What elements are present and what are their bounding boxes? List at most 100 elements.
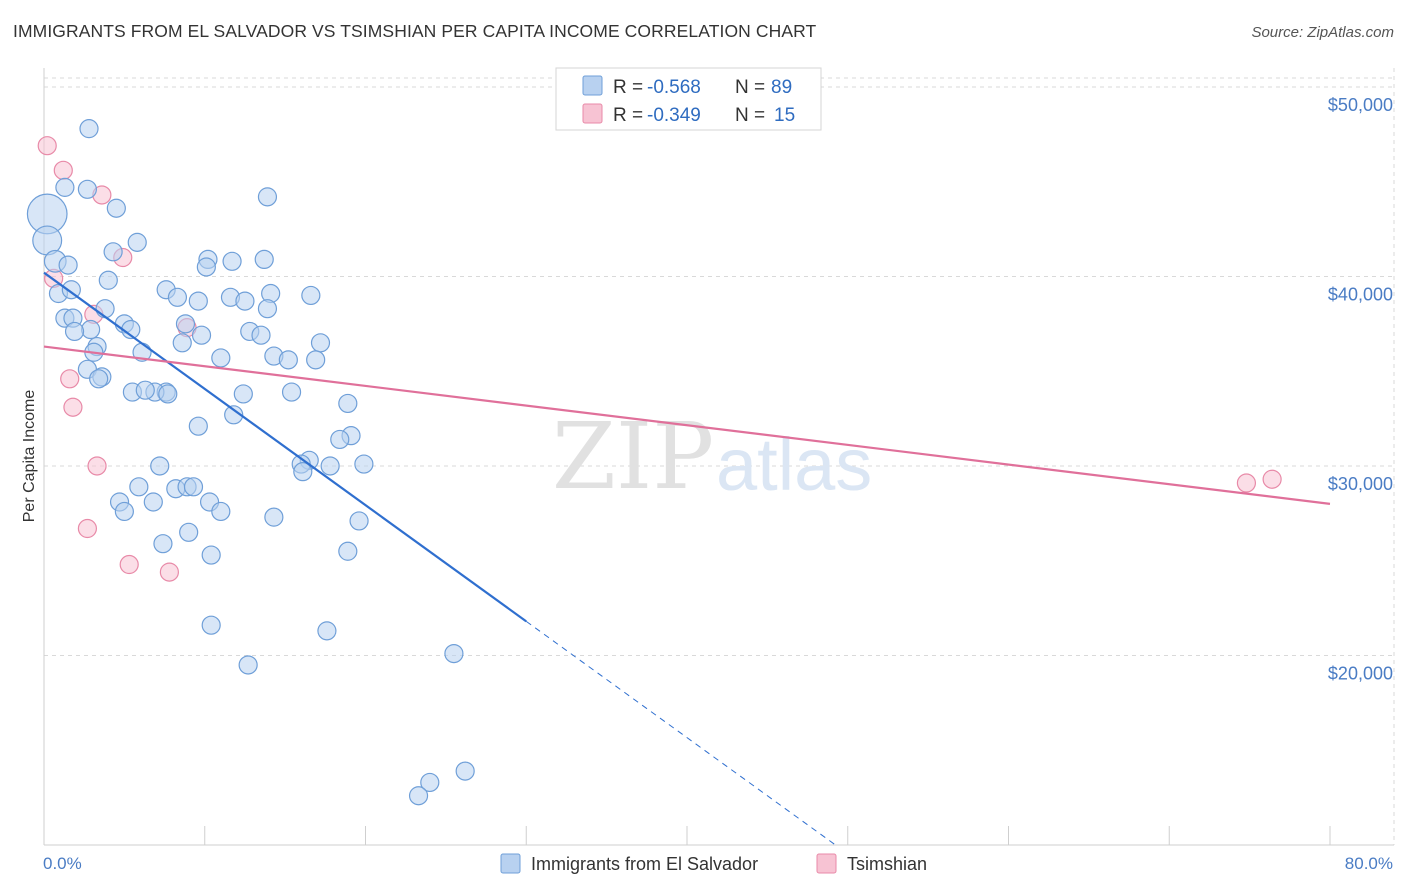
el-salvador-point xyxy=(201,545,221,565)
el-salvador-point xyxy=(129,477,149,497)
el-salvador-point xyxy=(320,456,340,476)
el-salvador-point xyxy=(278,350,298,370)
tsimshian-point xyxy=(63,397,83,417)
el-salvador-point xyxy=(420,772,440,793)
watermark-zip: ZIP xyxy=(552,403,714,510)
el-salvador-point xyxy=(106,198,126,218)
el-salvador-point xyxy=(330,429,350,450)
el-salvador-point xyxy=(191,325,212,345)
tsimshian-trend-line xyxy=(43,345,1331,505)
legend-r-value-blue: -0.568 xyxy=(647,77,701,98)
el-salvador-point xyxy=(143,492,163,512)
el-salvador-point xyxy=(224,405,244,425)
el-salvador-point xyxy=(251,325,271,345)
el-salvador-point xyxy=(444,643,464,664)
el-salvador-point xyxy=(338,393,358,414)
el-salvador-point xyxy=(64,321,85,342)
el-salvador-point xyxy=(408,786,429,806)
el-salvador-point xyxy=(81,319,101,340)
x-tick-label-max: 80.0% xyxy=(1345,854,1393,873)
legend-r-label-blue: R = xyxy=(613,77,648,98)
el-salvador-point xyxy=(183,477,204,497)
el-salvador-points xyxy=(26,119,475,806)
el-salvador-point xyxy=(172,333,192,353)
axes xyxy=(43,68,1394,846)
legend-swatch-pink xyxy=(582,103,603,124)
el-salvador-point xyxy=(188,416,208,436)
bottom-legend-label-pink: Tsimshian xyxy=(847,854,927,874)
el-salvador-point xyxy=(167,287,188,307)
legend-n-label-pink: N = xyxy=(735,105,770,126)
el-salvador-point xyxy=(317,621,337,641)
el-salvador-point xyxy=(150,456,170,476)
el-salvador-point xyxy=(354,454,374,474)
el-salvador-point xyxy=(254,249,274,270)
y-tick-label: $50,000 xyxy=(1328,95,1393,115)
tsimshian-point xyxy=(159,562,179,582)
el-salvador-point xyxy=(211,348,231,368)
tsimshian-point xyxy=(87,456,107,476)
tsimshian-point xyxy=(77,518,98,539)
y-tick-label: $30,000 xyxy=(1328,474,1393,494)
el-salvador-point xyxy=(135,380,155,400)
y-tick-label: $40,000 xyxy=(1328,284,1393,304)
x-tick-label-min: 0.0% xyxy=(43,854,82,873)
el-salvador-point xyxy=(127,232,147,252)
y-tick-label: $20,000 xyxy=(1328,663,1393,683)
watermark-atlas: atlas xyxy=(716,423,872,506)
el-salvador-point xyxy=(222,251,242,271)
el-salvador-point xyxy=(114,501,134,522)
legend-r-value-pink: -0.349 xyxy=(647,105,701,126)
legend-n-value-pink: 15 xyxy=(774,105,795,126)
el-salvador-point xyxy=(455,761,475,781)
x-tick-marks xyxy=(43,826,1331,845)
legend-r-label-pink: R = xyxy=(613,105,648,126)
tsimshian-point xyxy=(119,554,139,575)
el-salvador-point xyxy=(95,299,115,319)
el-salvador-point xyxy=(349,511,369,531)
bottom-legend-swatch-pink xyxy=(816,853,837,874)
el-salvador-point xyxy=(257,299,278,319)
el-salvador-point xyxy=(58,255,78,275)
el-salvador-point xyxy=(338,541,358,561)
el-salvador-point xyxy=(281,382,302,402)
el-salvador-point xyxy=(264,507,284,527)
el-salvador-point xyxy=(196,257,216,277)
el-salvador-point xyxy=(158,384,178,404)
tsimshian-point xyxy=(1262,469,1282,489)
el-salvador-point xyxy=(306,350,326,370)
el-salvador-point xyxy=(103,242,123,262)
el-salvador-point xyxy=(77,179,98,199)
el-salvador-point xyxy=(301,285,321,306)
legend-swatch-blue xyxy=(582,75,603,96)
el-salvador-trend-extension xyxy=(525,620,837,847)
watermark: ZIP atlas xyxy=(552,403,872,510)
el-salvador-point xyxy=(179,522,199,542)
el-salvador-point xyxy=(310,333,331,353)
el-salvador-point xyxy=(257,187,278,207)
el-salvador-point xyxy=(235,291,255,311)
chart-title: IMMIGRANTS FROM EL SALVADOR VS TSIMSHIAN… xyxy=(13,21,817,41)
tsimshian-point xyxy=(1236,473,1257,493)
legend-box: R = -0.568 N = 89 R = -0.349 N = 15 xyxy=(555,67,822,131)
el-salvador-point xyxy=(211,501,231,522)
el-salvador-point xyxy=(175,314,196,334)
el-salvador-point xyxy=(98,270,118,290)
el-salvador-trend-line xyxy=(43,271,527,623)
el-salvador-point xyxy=(238,655,258,675)
tsimshian-point xyxy=(60,369,80,389)
el-salvador-point xyxy=(201,615,221,635)
el-salvador-point xyxy=(153,534,173,554)
tsimshian-point xyxy=(53,160,73,180)
trend-lines xyxy=(43,271,1331,847)
chart-source: Source: ZipAtlas.com xyxy=(1251,24,1394,41)
tsimshian-point xyxy=(37,136,57,156)
el-salvador-point xyxy=(233,384,253,404)
el-salvador-point xyxy=(61,280,81,300)
legend-n-label-blue: N = xyxy=(735,77,770,98)
el-salvador-point xyxy=(89,369,109,389)
y-axis-label: Per Capita Income xyxy=(21,390,38,523)
el-salvador-point xyxy=(188,291,208,311)
bottom-legend-swatch-blue xyxy=(500,853,521,874)
